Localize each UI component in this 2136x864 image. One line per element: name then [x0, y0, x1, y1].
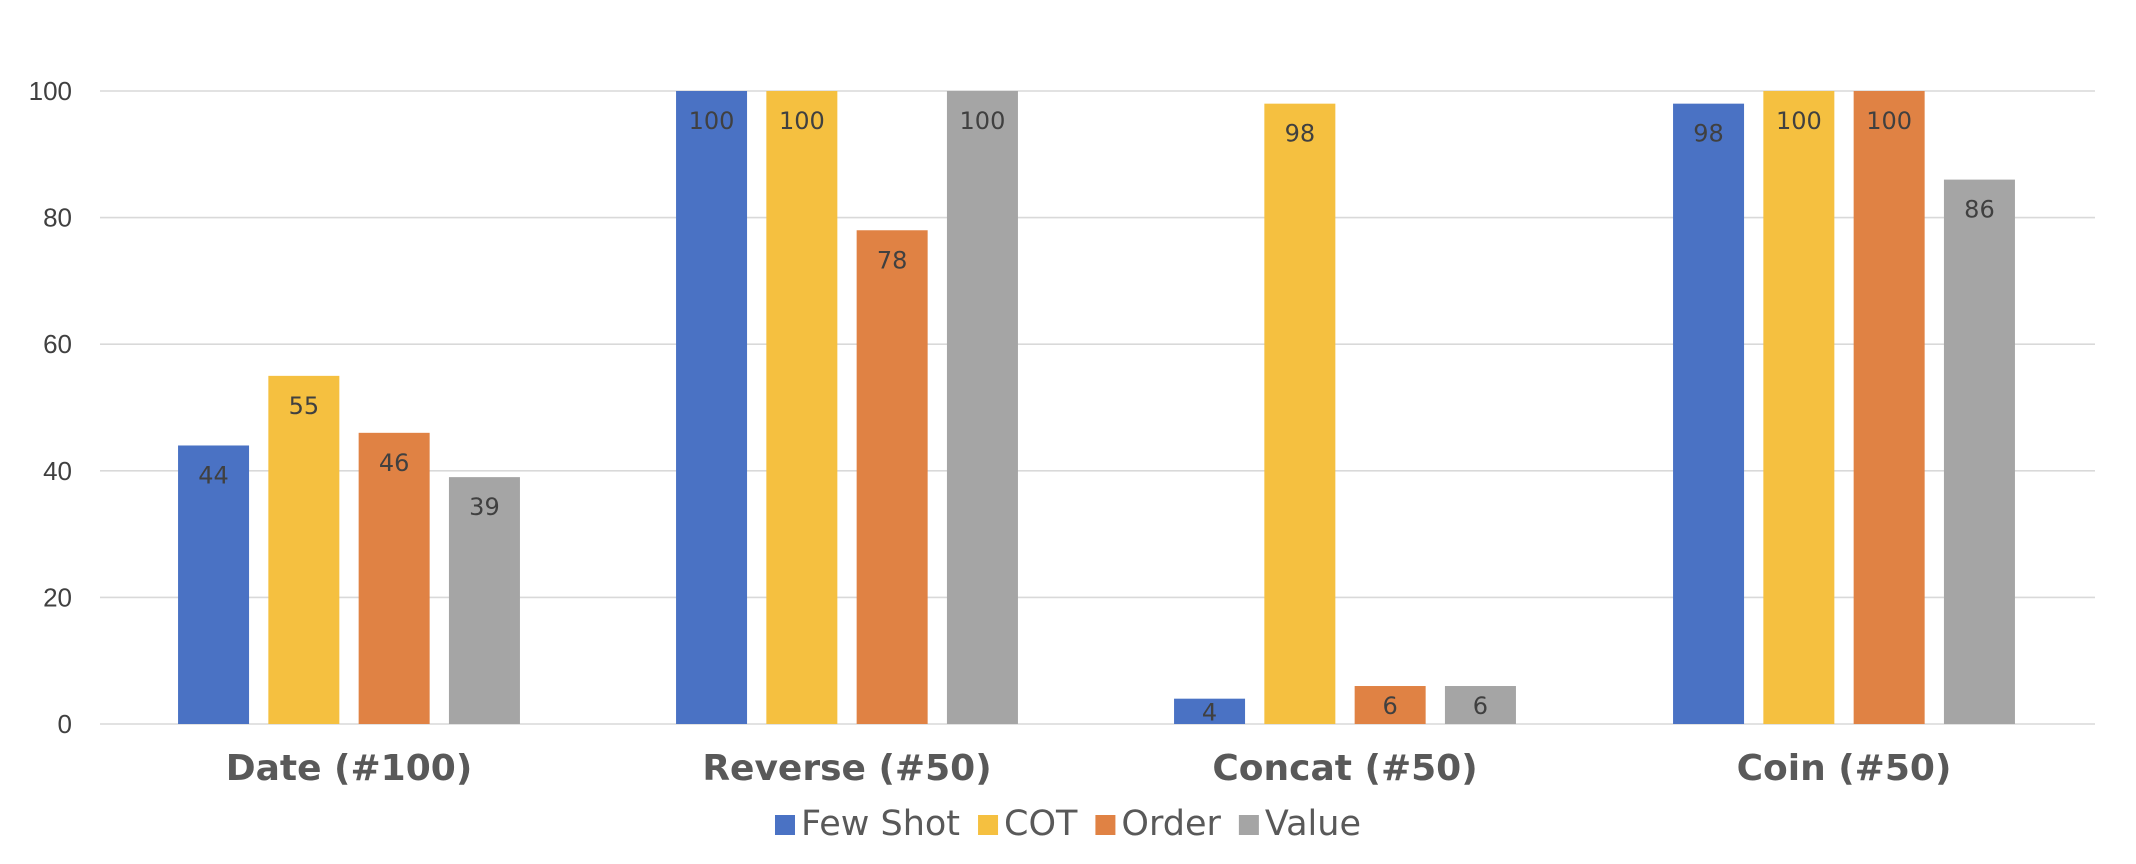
- data-label: 100: [1866, 107, 1912, 135]
- data-label: 100: [689, 107, 735, 135]
- x-axis: Date (#100) Reverse (#50) Concat (#50) Coin…: [226, 748, 1952, 789]
- y-tick-label: 100: [29, 76, 72, 106]
- x-category-label: Date (#100): [226, 748, 473, 789]
- bar: [1174, 698, 1246, 724]
- y-tick-label: 40: [43, 456, 72, 486]
- legend-label: Value: [1265, 804, 1361, 844]
- data-label: 98: [1693, 120, 1724, 148]
- data-label: 46: [379, 449, 410, 477]
- bar: [1444, 686, 1516, 724]
- legend-label: Few Shot: [801, 804, 960, 844]
- legend-swatch: [774, 815, 795, 835]
- legend-swatch: [1095, 815, 1116, 835]
- data-label: 6: [1383, 692, 1398, 720]
- data-label: 100: [1776, 107, 1822, 135]
- data-labels: 44 100 4 98 55 100 98 100 46 78 6 100 39 100 6 86: [198, 107, 1994, 726]
- bar: [1673, 103, 1745, 724]
- legend-swatch: [1238, 815, 1259, 835]
- bar: [448, 477, 520, 724]
- y-tick-label: 60: [43, 329, 72, 359]
- x-category-label: Coin (#50): [1737, 748, 1952, 789]
- data-label: 100: [960, 107, 1006, 135]
- y-tick-label: 0: [58, 709, 72, 739]
- bars: [178, 91, 2015, 724]
- legend: Few Shot COT Order Value: [774, 804, 1361, 844]
- data-label: 78: [877, 246, 908, 274]
- bar: [178, 445, 250, 724]
- data-label: 6: [1473, 692, 1488, 720]
- legend-label: Order: [1121, 804, 1221, 844]
- bar: [1264, 103, 1336, 724]
- data-label: 86: [1964, 196, 1995, 224]
- y-axis: 0 20 40 60 80 100: [29, 76, 72, 739]
- bar: [358, 432, 430, 724]
- data-label: 98: [1285, 120, 1316, 148]
- gridlines: [100, 90, 2095, 725]
- data-label: 55: [289, 392, 320, 420]
- bar: [856, 230, 928, 724]
- bar: [1763, 91, 1835, 724]
- bar: [1943, 179, 2015, 724]
- bar: [1853, 91, 1925, 724]
- legend-swatch: [978, 815, 999, 835]
- bar: [676, 91, 748, 724]
- data-label: 100: [779, 107, 825, 135]
- y-tick-label: 80: [43, 203, 72, 233]
- y-tick-label: 20: [43, 582, 72, 612]
- bar: [766, 91, 838, 724]
- data-label: 39: [469, 493, 500, 521]
- bar: [268, 375, 340, 724]
- x-category-label: Reverse (#50): [702, 748, 991, 789]
- data-label: 4: [1202, 698, 1217, 726]
- data-label: 44: [198, 461, 229, 489]
- x-category-label: Concat (#50): [1212, 748, 1477, 789]
- legend-label: COT: [1004, 804, 1078, 844]
- bar: [1354, 686, 1426, 724]
- bar: [946, 91, 1018, 724]
